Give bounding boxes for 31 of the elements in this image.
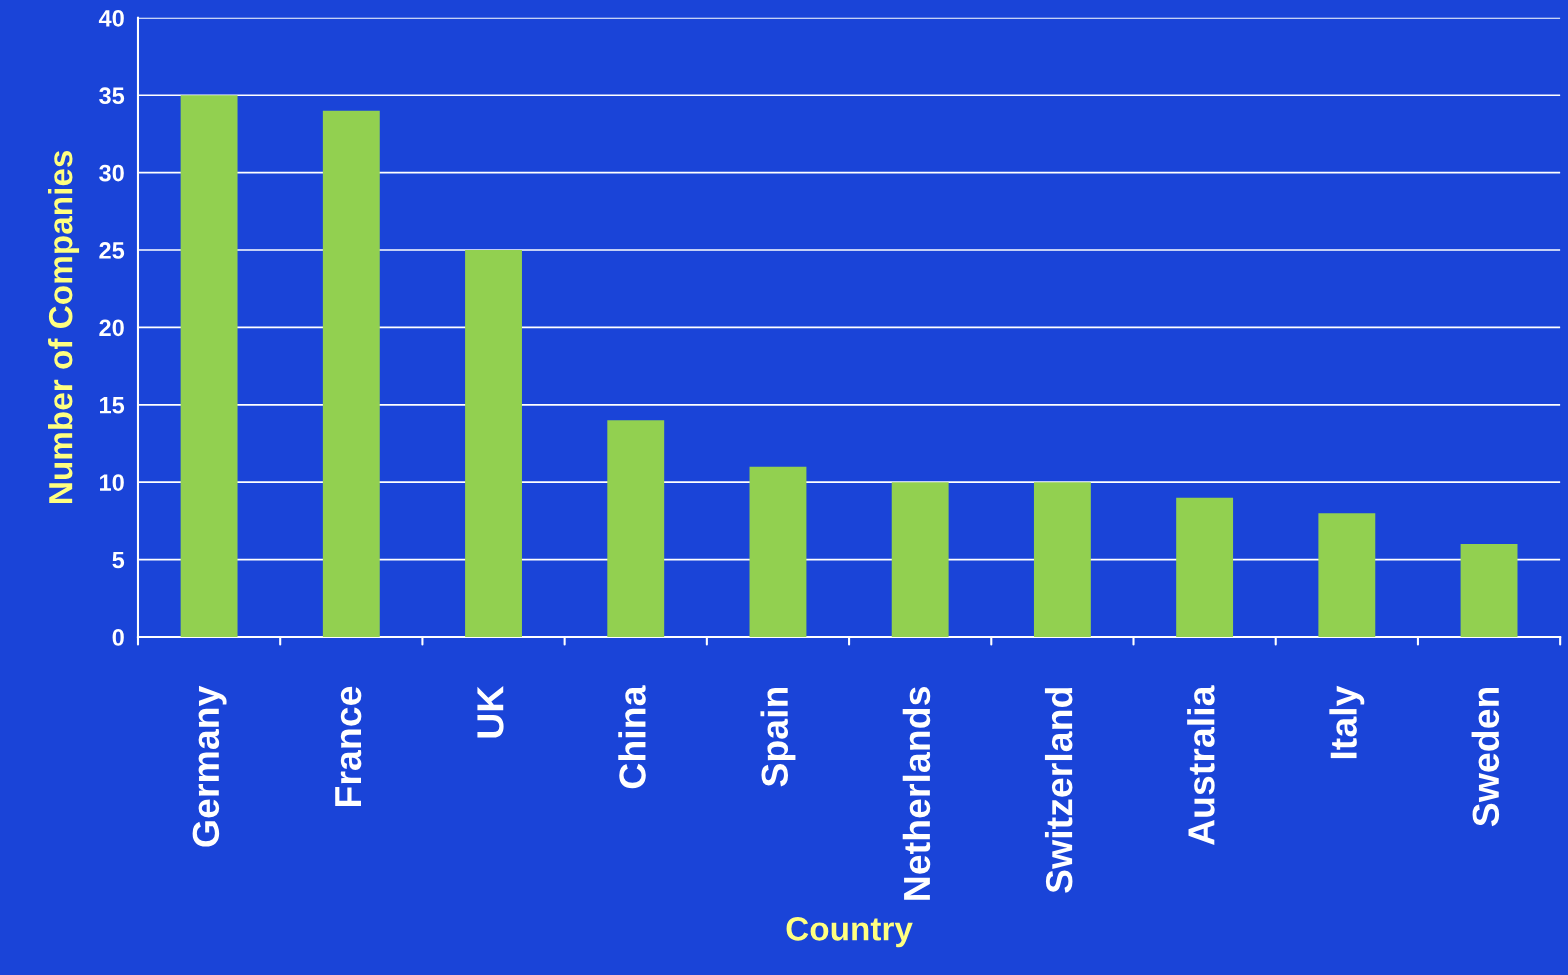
x-tick-label: Netherlands <box>902 687 931 900</box>
y-axis-title: Number of Companies <box>48 150 80 503</box>
bar <box>1318 513 1376 637</box>
bar <box>465 250 522 637</box>
y-tick-label: 20 <box>99 319 124 337</box>
bar <box>322 110 380 637</box>
y-tick-label: 5 <box>112 551 125 569</box>
x-tick-label: Italy <box>1329 685 1365 759</box>
bar <box>891 482 949 637</box>
x-tick-label: Germany <box>192 685 227 847</box>
y-tick-label: 25 <box>99 242 125 259</box>
bar <box>749 466 807 637</box>
bar <box>1460 544 1518 637</box>
bar <box>607 420 665 637</box>
y-tick-label: 35 <box>99 87 125 105</box>
y-tick-label: 30 <box>99 164 124 182</box>
x-tick-label: Australia <box>1187 685 1215 846</box>
x-axis-title: Country <box>786 917 913 948</box>
bar <box>1033 482 1091 637</box>
y-tick-label: 10 <box>100 474 124 491</box>
bar <box>180 95 238 637</box>
x-tick-label: China <box>618 685 646 789</box>
x-tick-label: France <box>335 686 362 807</box>
y-tick-label: 15 <box>100 397 125 414</box>
x-tick-label: UK <box>477 685 504 738</box>
x-tick-label: Sweden <box>1471 687 1500 827</box>
y-tick-label: 0 <box>112 629 124 646</box>
bar <box>1176 497 1234 637</box>
y-tick-label: 40 <box>98 9 124 27</box>
x-tick-label: Switzerland <box>1044 688 1073 893</box>
x-tick-label: Spain <box>760 687 796 787</box>
